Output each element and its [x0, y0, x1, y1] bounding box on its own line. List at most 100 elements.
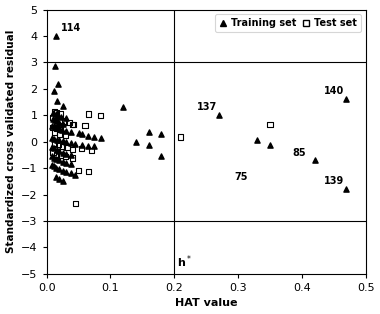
Point	[50, 150, 56, 155]
Point	[76, 131, 82, 136]
X-axis label: HAT value: HAT value	[175, 298, 238, 308]
Point	[58, 111, 64, 116]
Point	[51, 141, 57, 146]
Point	[63, 133, 69, 138]
Point	[55, 113, 61, 118]
Point	[56, 158, 62, 163]
Point	[60, 159, 66, 164]
Point	[85, 133, 91, 138]
Point	[58, 114, 64, 119]
Point	[55, 142, 61, 147]
Point	[133, 139, 139, 144]
Point	[92, 144, 98, 149]
Point	[53, 165, 59, 170]
Point	[51, 109, 57, 114]
Point	[56, 149, 62, 154]
Point	[58, 127, 64, 132]
Point	[58, 153, 64, 158]
Text: 140: 140	[324, 86, 344, 96]
Point	[72, 141, 78, 146]
Point	[50, 115, 56, 120]
Point	[146, 130, 152, 135]
Point	[63, 116, 69, 121]
Point	[53, 125, 59, 130]
Point	[49, 162, 55, 167]
Point	[68, 171, 74, 176]
Point	[56, 167, 62, 172]
Point	[79, 142, 85, 147]
Point	[51, 155, 57, 160]
Point	[267, 142, 273, 147]
Point	[76, 168, 82, 173]
Point	[51, 130, 57, 135]
Point	[92, 134, 98, 139]
Point	[63, 154, 69, 159]
Point	[120, 105, 126, 110]
Point	[158, 132, 165, 137]
Point	[52, 116, 59, 121]
Point	[51, 124, 57, 129]
Point	[98, 113, 104, 118]
Point	[69, 155, 75, 160]
Point	[72, 172, 78, 177]
Point	[68, 153, 74, 158]
Point	[54, 98, 60, 103]
Point	[85, 143, 91, 148]
Point	[177, 134, 184, 139]
Point	[85, 111, 91, 116]
Point	[60, 144, 66, 149]
Point	[60, 150, 66, 155]
Point	[56, 132, 62, 137]
Point	[50, 117, 56, 122]
Point	[53, 152, 59, 157]
Point	[63, 128, 69, 133]
Point	[79, 146, 85, 151]
Point	[56, 177, 62, 182]
Text: 85: 85	[292, 148, 306, 158]
Point	[62, 119, 68, 124]
Point	[63, 152, 69, 157]
Point	[56, 126, 62, 131]
Point	[158, 154, 165, 159]
Point	[69, 147, 75, 152]
Point	[49, 135, 55, 140]
Point	[68, 129, 74, 134]
Point	[63, 140, 69, 145]
Point	[60, 168, 66, 173]
Point	[51, 164, 57, 169]
Point	[66, 120, 72, 125]
Point	[64, 145, 70, 150]
Point	[50, 110, 56, 115]
Point	[53, 156, 59, 161]
Point	[51, 89, 57, 94]
Point	[59, 127, 65, 132]
Point	[60, 179, 66, 184]
Point	[54, 110, 60, 115]
Point	[68, 141, 74, 146]
Point	[254, 138, 260, 143]
Point	[51, 146, 57, 151]
Point	[312, 158, 318, 163]
Point	[344, 96, 350, 101]
Point	[63, 160, 69, 165]
Legend: Training set, Test set: Training set, Test set	[215, 14, 361, 32]
Point	[60, 121, 66, 126]
Point	[56, 120, 62, 125]
Point	[82, 123, 88, 128]
Point	[56, 138, 62, 143]
Point	[63, 170, 69, 175]
Point	[79, 132, 85, 137]
Point	[216, 112, 222, 117]
Point	[51, 136, 57, 141]
Point	[267, 122, 273, 127]
Point	[55, 81, 61, 86]
Point	[85, 169, 91, 174]
Point	[53, 34, 59, 39]
Point	[68, 162, 74, 167]
Point	[60, 104, 66, 109]
Point	[88, 148, 94, 153]
Text: 114: 114	[61, 23, 81, 33]
Point	[98, 136, 104, 141]
Point	[49, 123, 55, 128]
Text: 139: 139	[324, 176, 344, 186]
